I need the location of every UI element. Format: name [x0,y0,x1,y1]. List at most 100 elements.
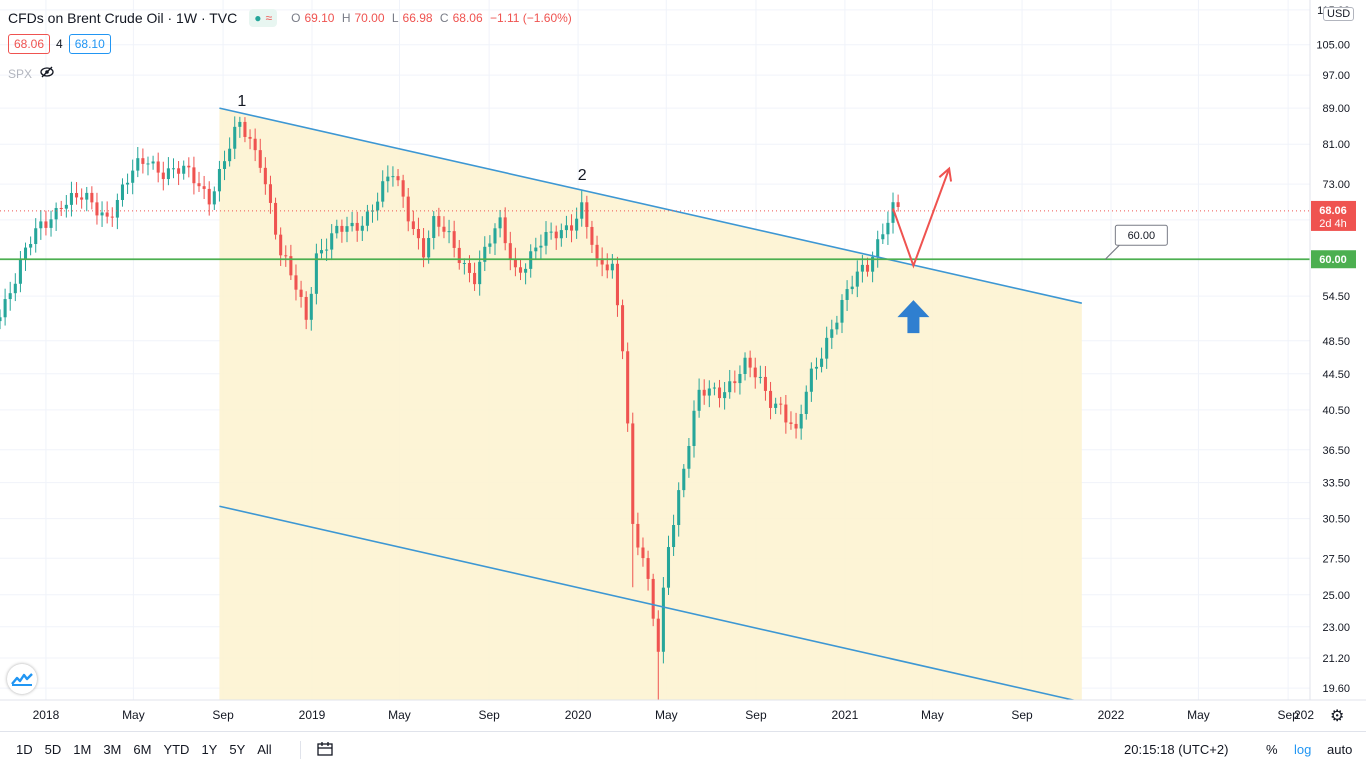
sell-button[interactable]: 68.06 [8,34,51,54]
chart-canvas[interactable]: 1260.00115.00105.0097.0089.0081.0073.006… [0,0,1366,731]
candle-body [75,192,79,198]
candle-body [473,272,477,285]
candle-body [141,158,145,164]
candle-body [396,176,400,181]
candle-body [605,264,609,271]
candle-body [825,337,829,359]
current-price-badge[interactable] [1311,200,1356,231]
candle-body [748,357,752,368]
candle-body [136,158,140,171]
candle-body [462,263,466,265]
candle-body [171,168,176,170]
candle-body [493,228,497,244]
candle-body [733,381,737,384]
candle-body [279,234,283,256]
candle-body [508,243,512,259]
candle-body [411,221,415,229]
log-toggle[interactable]: log [1294,742,1312,757]
wave-label-2[interactable]: 2 [578,167,587,184]
price-tick-label: 40.50 [1322,405,1350,417]
clock-display[interactable]: 20:15:18 (UTC+2) [1124,742,1229,757]
wave-label-1[interactable]: 1 [237,93,246,110]
settings-gear-icon[interactable]: ⚙ [1330,708,1345,725]
candle-body [177,168,181,174]
candle-body [753,367,757,378]
change-value: −1.11 (−1.60%) [489,11,572,25]
candle-body [64,204,68,209]
candle-body [422,238,426,258]
candle-body [809,368,813,392]
candle-body [707,388,711,396]
candle-body [692,410,696,446]
price-tick-label: 36.50 [1322,445,1350,457]
range-5y[interactable]: 5Y [229,742,246,757]
auto-toggle[interactable]: auto [1327,742,1353,757]
go-to-date-icon[interactable] [316,741,334,761]
candle-body [18,259,22,284]
candle-body [840,299,844,323]
range-6m[interactable]: 6M [133,742,152,757]
candle-body [120,184,125,200]
candle-body [896,202,900,207]
tradingview-logo-icon[interactable] [7,664,37,694]
range-1d[interactable]: 1D [16,742,33,757]
range-all[interactable]: All [257,742,272,757]
symbol-title[interactable]: CFDs on Brent Crude Oil · 1W · TVC [8,10,238,26]
legend-header: CFDs on Brent Crude Oil · 1W · TVC ● ≈ O… [8,8,576,28]
candle-body [651,578,655,619]
range-ytd[interactable]: YTD [163,742,190,757]
candle-body [804,391,808,414]
percent-toggle[interactable]: % [1266,742,1278,757]
candle-body [850,286,854,290]
line-callout-pointer [1104,244,1120,260]
range-1m[interactable]: 1M [73,742,92,757]
candle-body [585,202,589,227]
candle-body [488,243,492,247]
candle-body [386,176,390,182]
channel-fill [219,108,1082,700]
range-1y[interactable]: 1Y [201,742,218,757]
candle-body [784,404,788,423]
market-open-icon: ● [254,11,262,25]
candle-body [376,201,380,211]
toolbar-divider [300,741,301,759]
candle-body [294,275,298,290]
channel-upper-line[interactable] [219,107,1083,304]
range-3m[interactable]: 3M [103,742,122,757]
bottom-toolbar: 1D 5D 1M 3M 6M YTD 1Y 5Y All 20:15:18 (U… [0,731,1366,769]
time-tick-label: May [122,708,145,722]
line-callout-box[interactable] [1114,224,1168,246]
candle-body [23,247,28,260]
support-price-badge[interactable] [1311,250,1356,269]
candle-body [820,358,824,367]
low-value: 66.98 [402,11,433,25]
candle-body [13,283,17,294]
blue-up-arrow-icon[interactable] [897,300,930,334]
candle-body [723,392,727,399]
support-price-label: 60.00 [1319,254,1347,266]
candle-body [299,289,303,297]
projection-path[interactable] [892,168,951,269]
market-status-badge[interactable]: ● ≈ [249,9,278,27]
candle-body [881,234,885,240]
candle-body [110,216,114,218]
time-tick-label: May [921,708,944,722]
candle-body [34,228,38,245]
buy-button[interactable]: 68.10 [68,34,111,54]
range-5d[interactable]: 5D [44,742,62,757]
candle-body [202,186,206,189]
time-tick-label: Sep [212,708,234,722]
candle-body [131,170,135,183]
candle-body [427,237,431,258]
currency-badge[interactable]: USD [1323,7,1355,21]
channel-lower-line[interactable] [219,505,1083,703]
time-tick-label: Sep [745,708,767,722]
eye-crossed-icon[interactable] [40,66,54,81]
time-tick-label: 2018 [33,708,60,722]
candle-body [855,271,859,287]
high-label: H [341,11,351,25]
candle-body [49,219,53,228]
candle-body [29,244,33,248]
compare-symbol[interactable]: SPX [8,66,33,81]
candle-body [728,381,732,393]
